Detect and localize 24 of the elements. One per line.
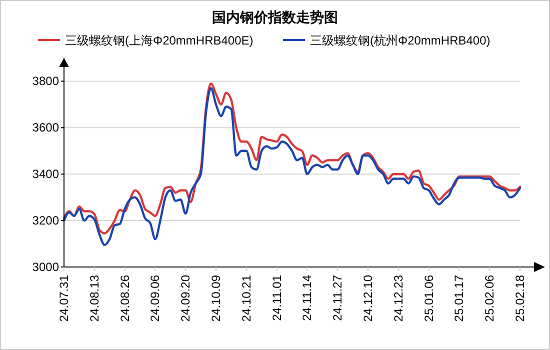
y-tick-label: 3400: [32, 167, 60, 182]
y-tick-label: 3800: [32, 74, 60, 88]
chart-title: 国内钢价指数走势图: [212, 9, 338, 25]
legend-label: 三级螺纹钢(杭州Φ20mmHRB400): [310, 34, 490, 48]
x-tick-label: 24.08.13: [87, 274, 102, 322]
x-tick-label: 24.10.09: [209, 274, 223, 322]
x-tick-label: 24.07.31: [57, 274, 71, 322]
x-tick-label: 24.11.14: [300, 274, 314, 321]
y-tick-label: 3600: [32, 120, 60, 135]
x-tick-label: 25.01.06: [422, 274, 436, 322]
x-tick-label: 24.09.06: [148, 274, 162, 322]
y-tick-label: 3200: [32, 214, 60, 228]
x-tick-label: 24.09.20: [178, 274, 193, 322]
x-tick-label: 24.12.23: [391, 274, 406, 322]
x-tick-label: 24.12.10: [361, 274, 375, 322]
x-tick-label: 25.02.18: [513, 274, 527, 322]
legend-label: 三级螺纹钢(上海Φ20mmHRB400E): [65, 34, 254, 48]
x-tick-label: 24.10.21: [239, 274, 254, 322]
x-tick-label: 25.02.06: [482, 274, 497, 322]
x-tick-label: 24.11.27: [330, 274, 345, 321]
x-tick-label: 24.11.01: [270, 274, 284, 321]
x-tick-label: 25.01.17: [452, 274, 466, 322]
x-tick-label: 24.08.26: [118, 274, 132, 322]
y-tick-label: 3000: [32, 260, 60, 274]
